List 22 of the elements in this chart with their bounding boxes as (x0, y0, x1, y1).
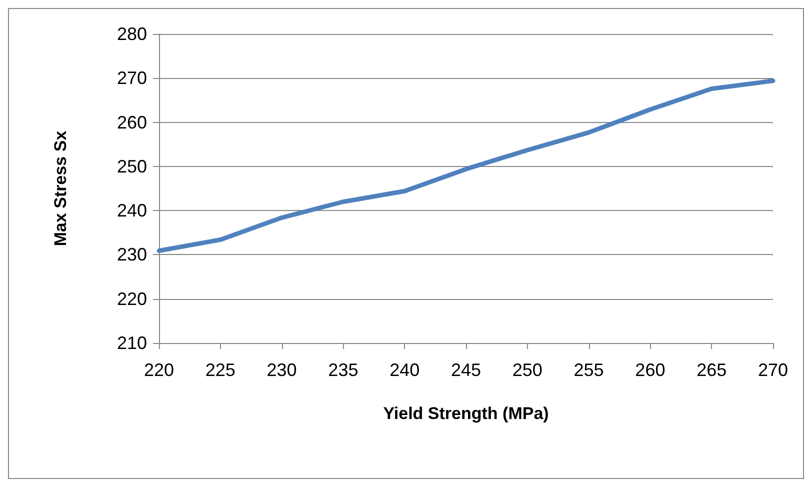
y-tick-label: 280 (116, 24, 147, 44)
line-series (156, 78, 776, 253)
y-tick-label: 220 (116, 288, 147, 309)
y-tick-label: 210 (116, 333, 147, 353)
y-tick-label: 240 (116, 200, 147, 221)
x-tick-label: 255 (574, 360, 604, 380)
x-tick-label: 225 (205, 360, 236, 380)
x-tick-label: 230 (266, 360, 297, 380)
x-tick-label: 240 (390, 360, 420, 380)
y-tick-label: 270 (116, 68, 147, 88)
y-tick-label: 230 (116, 244, 147, 265)
x-tick-label: 220 (144, 360, 174, 380)
x-tick-label: 235 (328, 360, 358, 380)
x-tick-label: 250 (512, 360, 542, 380)
x-tick-label: 260 (635, 360, 666, 380)
y-tick-label: 260 (116, 112, 147, 132)
x-tick-label: 270 (758, 360, 788, 380)
y-tick-label: 250 (116, 156, 147, 176)
x-tick-label: 265 (696, 360, 727, 380)
x-axis-title: Yield Strength (MPa) (383, 404, 549, 423)
x-tick-label: 245 (450, 360, 482, 380)
y-axis-title: Max Stress Sx (51, 130, 70, 246)
